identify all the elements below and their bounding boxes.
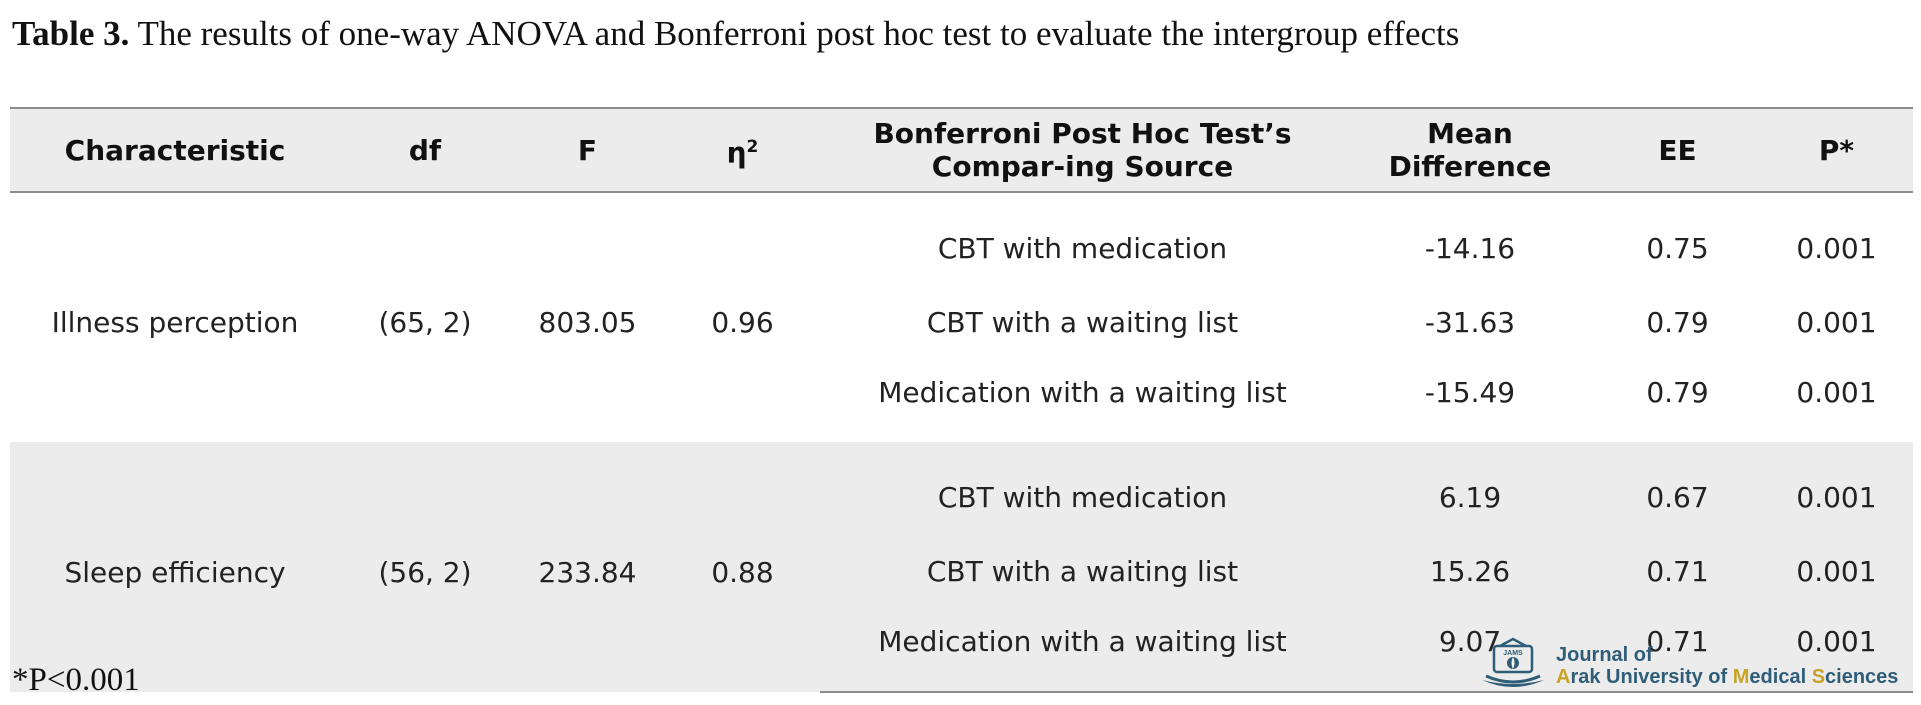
- comparing-source-cell: Medication with a waiting list: [820, 601, 1345, 693]
- eta-symbol: η: [726, 136, 747, 170]
- ee-cell: 0.75: [1595, 192, 1760, 293]
- eta-superscript: 2: [746, 136, 759, 157]
- header-eta-squared: η2: [665, 107, 820, 193]
- header-row: Characteristic df F η2 Bonferroni Post H…: [10, 107, 1913, 193]
- group-illness-perception: Illness perception (65, 2) 803.05 0.96 C…: [10, 192, 1913, 442]
- mean-difference-cell: 9.07: [1345, 601, 1595, 693]
- anova-table: Characteristic df F η2 Bonferroni Post H…: [10, 107, 1913, 693]
- header-ee: EE: [1595, 107, 1760, 193]
- journal-name-line1: Journal of: [1556, 644, 1653, 666]
- p-cell: 0.001: [1760, 601, 1913, 693]
- header-df: df: [340, 107, 510, 193]
- p-cell: 0.001: [1760, 542, 1913, 601]
- header-comparing-source: Bonferroni Post Hoc Test’s Compar-ing So…: [820, 107, 1345, 193]
- p-cell: 0.001: [1760, 192, 1913, 293]
- p-cell: 0.001: [1760, 293, 1913, 352]
- header-f: F: [510, 107, 665, 193]
- table-row: Medication with a waiting list -15.49 0.…: [10, 352, 1913, 442]
- p-cell: 0.001: [1760, 442, 1913, 542]
- comparing-source-cell: Medication with a waiting list: [820, 352, 1345, 442]
- group-sleep-efficiency: Sleep efficiency (56, 2) 233.84 0.88 CBT…: [10, 442, 1913, 693]
- footnote: *P<0.001: [12, 662, 140, 698]
- ee-cell: 0.71: [1595, 542, 1760, 601]
- ee-cell: 0.67: [1595, 442, 1760, 542]
- table-row: Illness perception (65, 2) 803.05 0.96 C…: [10, 192, 1913, 442]
- caption-label: Table 3.: [12, 14, 130, 53]
- header-characteristic: Characteristic: [10, 107, 340, 193]
- mean-difference-cell: -31.63: [1345, 293, 1595, 352]
- mean-difference-cell: 15.26: [1345, 542, 1595, 601]
- df-cell: (65, 2): [340, 192, 510, 442]
- comparing-source-cell: CBT with medication: [820, 192, 1345, 293]
- table-row: Medication with a waiting list 9.07 0.71…: [10, 601, 1913, 693]
- eta-squared-cell: 0.96: [665, 192, 820, 442]
- f-cell: 233.84: [510, 442, 665, 692]
- table-caption: Table 3. The results of one-way ANOVA an…: [12, 14, 1459, 54]
- f-cell: 803.05: [510, 192, 665, 442]
- table-row: CBT with a waiting list 15.26 0.71 0.001: [10, 542, 1913, 601]
- journal-emblem-icon: JAMS: [1482, 637, 1544, 687]
- eta-squared-cell: 0.88: [665, 442, 820, 692]
- ee-cell: 0.79: [1595, 352, 1760, 442]
- characteristic-cell: Sleep efficiency: [10, 442, 340, 692]
- p-cell: 0.001: [1760, 352, 1913, 442]
- comparing-source-cell: CBT with a waiting list: [820, 293, 1345, 352]
- ee-cell: 0.79: [1595, 293, 1760, 352]
- mean-difference-cell: -15.49: [1345, 352, 1595, 442]
- comparing-source-cell: CBT with medication: [820, 442, 1345, 542]
- characteristic-cell: Illness perception: [10, 192, 340, 442]
- journal-logo: JAMS Journal of Arak University of Medic…: [1474, 636, 1914, 696]
- logo-badge-text: JAMS: [1503, 650, 1523, 657]
- mean-difference-cell: 6.19: [1345, 442, 1595, 542]
- header-p: P*: [1760, 107, 1913, 193]
- table-row: Sleep efficiency (56, 2) 233.84 0.88 CBT…: [10, 442, 1913, 692]
- ee-cell: 0.71: [1595, 601, 1760, 693]
- header-mean-difference: Mean Difference: [1345, 107, 1595, 193]
- journal-name: Journal of Arak University of Medical Sc…: [1556, 644, 1898, 688]
- journal-name-line2: Arak University of Medical Sciences: [1556, 666, 1899, 688]
- table-row: CBT with a waiting list -31.63 0.79 0.00…: [10, 293, 1913, 352]
- comparing-source-cell: CBT with a waiting list: [820, 542, 1345, 601]
- caption-text: The results of one-way ANOVA and Bonferr…: [129, 14, 1460, 53]
- df-cell: (56, 2): [340, 442, 510, 692]
- mean-difference-cell: -14.16: [1345, 192, 1595, 293]
- table-header: Characteristic df F η2 Bonferroni Post H…: [10, 107, 1913, 193]
